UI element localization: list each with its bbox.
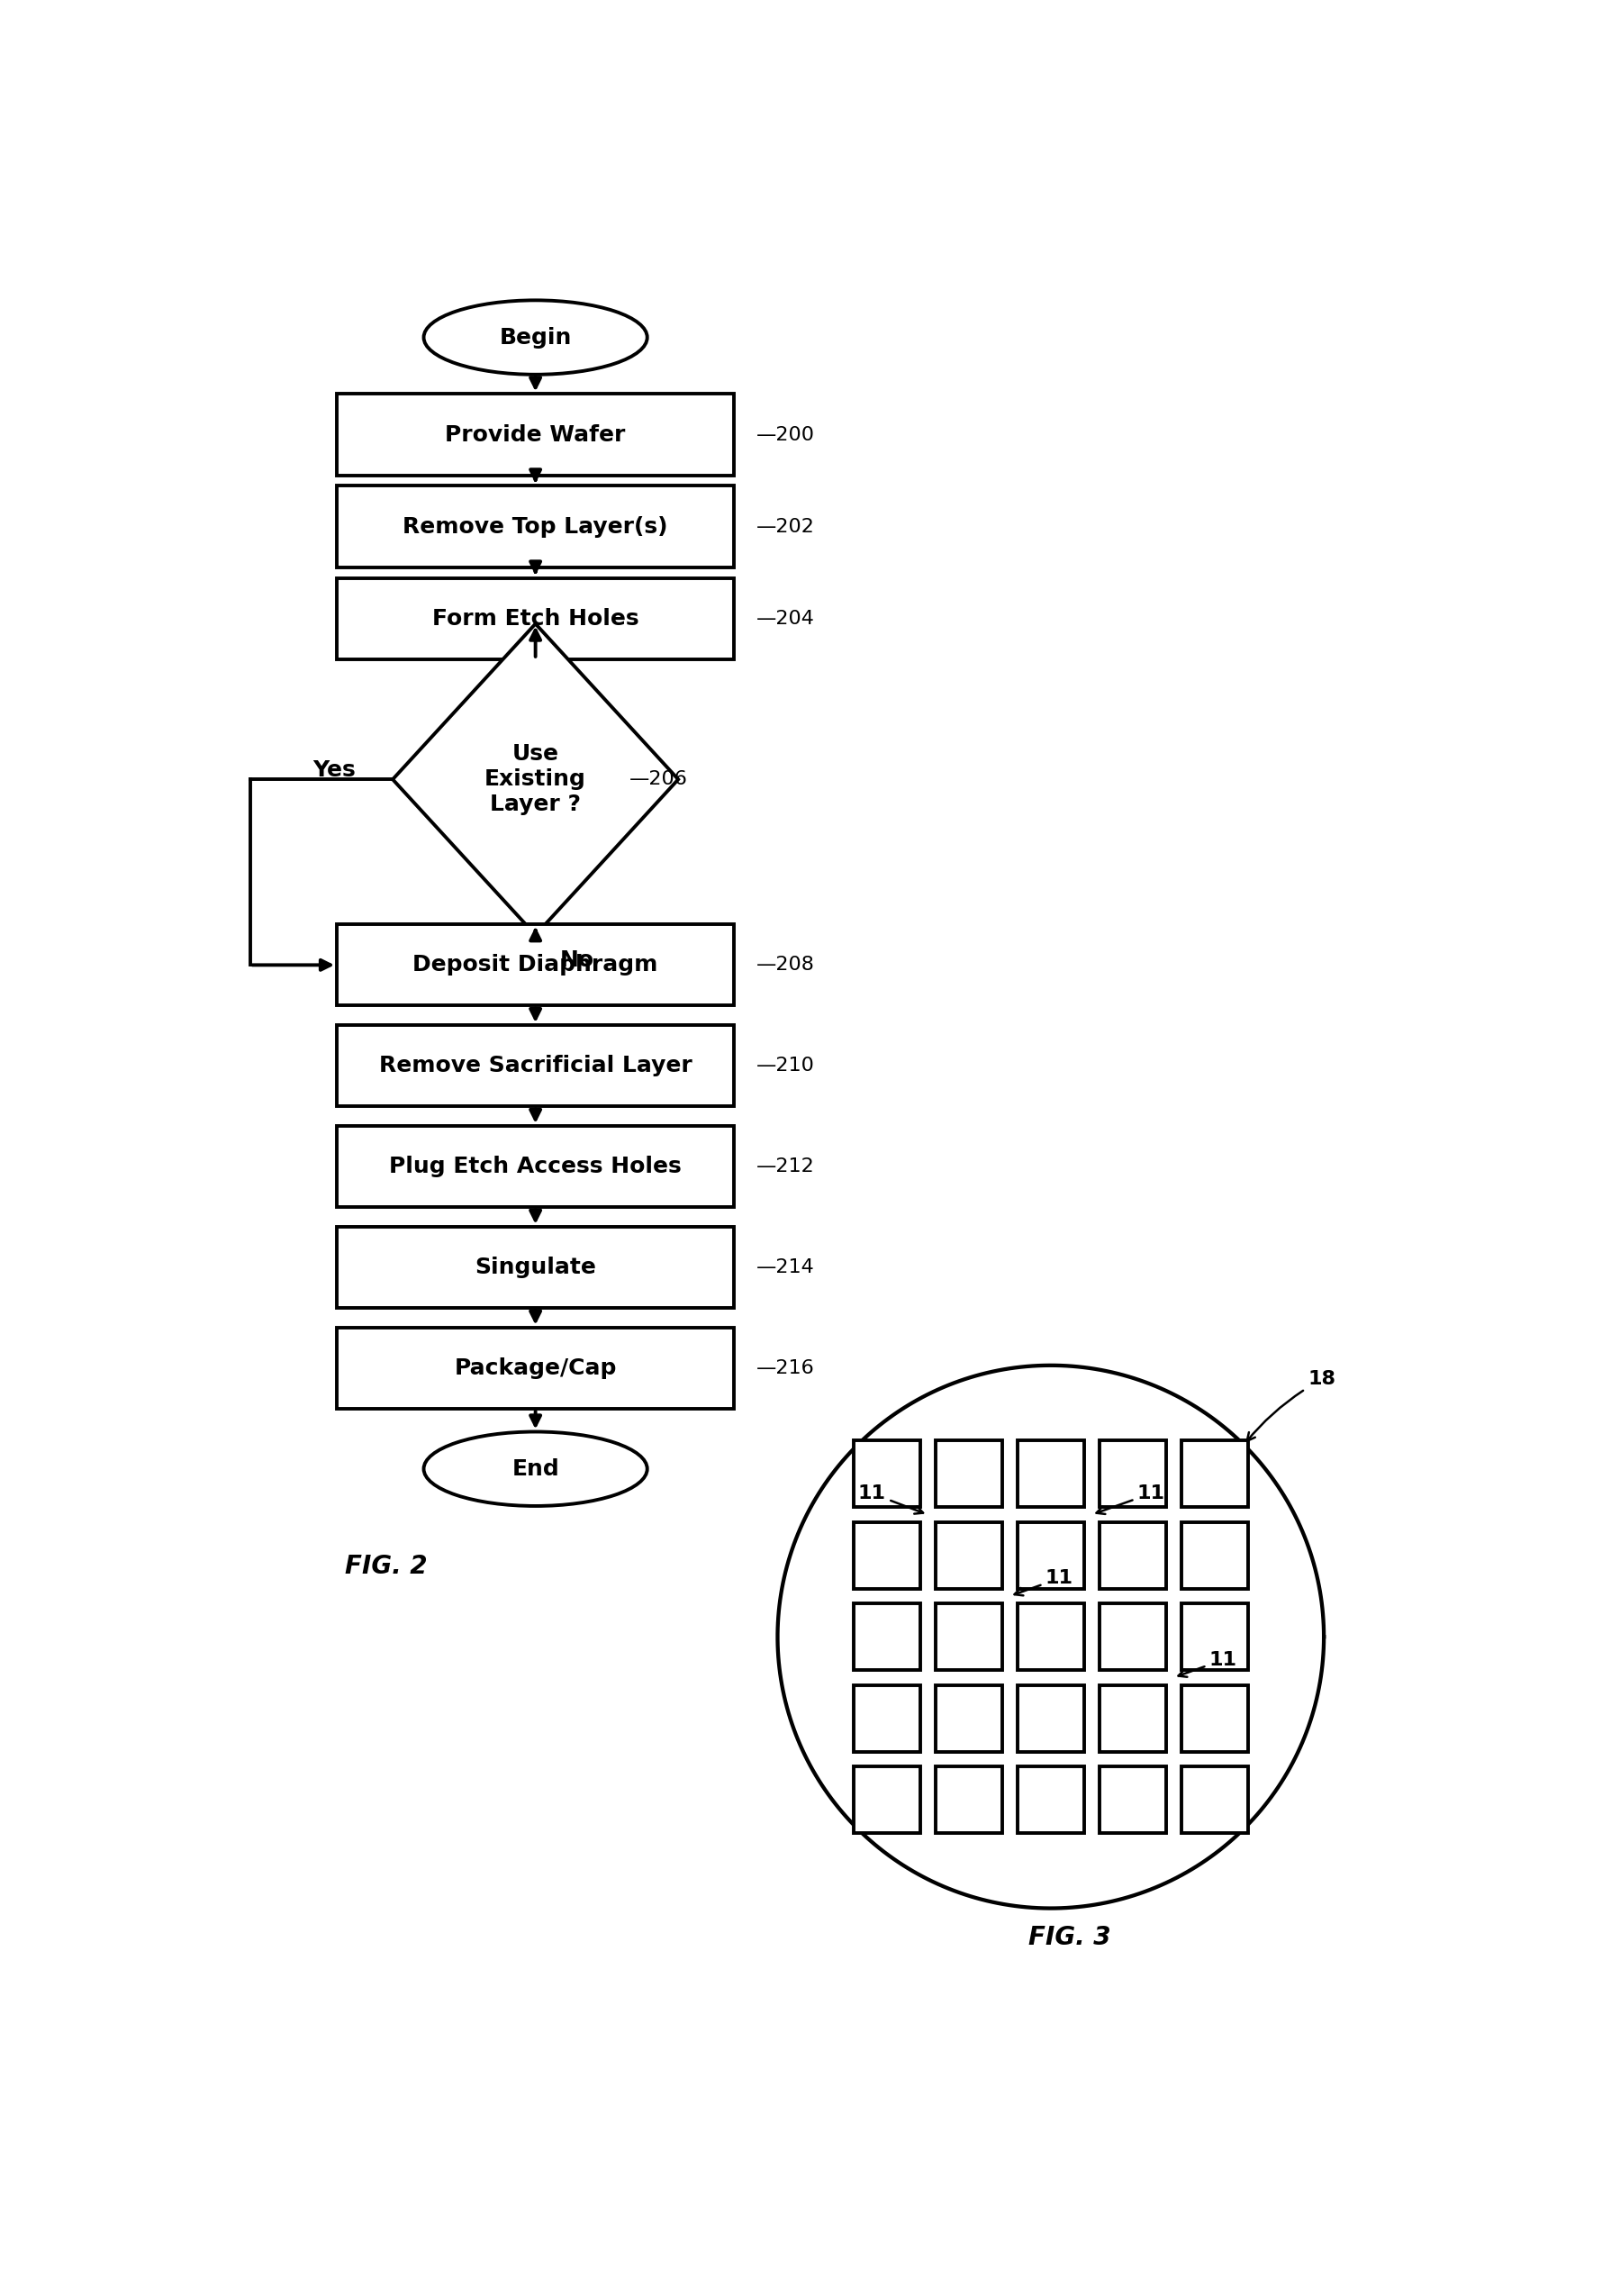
FancyBboxPatch shape [1181,1603,1248,1669]
FancyBboxPatch shape [1099,1685,1166,1752]
FancyBboxPatch shape [854,1685,921,1752]
FancyBboxPatch shape [336,487,734,567]
FancyBboxPatch shape [1017,1766,1085,1832]
Text: —204: —204 [756,608,815,627]
Text: Plug Etch Access Holes: Plug Etch Access Holes [389,1155,682,1178]
Text: Begin: Begin [500,326,572,349]
Ellipse shape [423,301,647,374]
Text: Package/Cap: Package/Cap [455,1357,617,1380]
FancyBboxPatch shape [1099,1766,1166,1832]
Text: —206: —206 [630,771,687,788]
Text: —208: —208 [756,955,815,974]
FancyBboxPatch shape [336,579,734,659]
Text: —202: —202 [756,517,815,535]
Text: 11: 11 [1014,1570,1073,1596]
FancyBboxPatch shape [936,1440,1003,1506]
FancyBboxPatch shape [854,1522,921,1589]
Text: Form Etch Holes: Form Etch Holes [433,608,639,629]
FancyBboxPatch shape [936,1685,1003,1752]
Text: Yes: Yes [312,760,356,781]
FancyBboxPatch shape [854,1440,921,1506]
Text: Remove Top Layer(s): Remove Top Layer(s) [402,517,668,537]
Text: Deposit Diaphragm: Deposit Diaphragm [413,955,658,976]
FancyBboxPatch shape [1181,1522,1248,1589]
Text: FIG. 3: FIG. 3 [1028,1924,1110,1949]
FancyBboxPatch shape [1099,1603,1166,1669]
FancyBboxPatch shape [1017,1603,1085,1669]
Ellipse shape [423,1433,647,1506]
Text: Use
Existing
Layer ?: Use Existing Layer ? [485,744,586,815]
FancyBboxPatch shape [1181,1766,1248,1832]
Text: —200: —200 [756,425,815,443]
Text: 18: 18 [1246,1371,1336,1442]
Text: Singulate: Singulate [474,1256,596,1279]
FancyBboxPatch shape [1099,1440,1166,1506]
Text: 11: 11 [1096,1486,1165,1513]
FancyBboxPatch shape [1017,1522,1085,1589]
FancyBboxPatch shape [854,1603,921,1669]
Text: Provide Wafer: Provide Wafer [445,425,626,445]
Text: —212: —212 [756,1157,815,1176]
FancyBboxPatch shape [854,1766,921,1832]
FancyBboxPatch shape [1181,1685,1248,1752]
FancyBboxPatch shape [336,1024,734,1107]
Text: FIG. 2: FIG. 2 [346,1554,428,1580]
Text: —210: —210 [756,1056,815,1075]
FancyBboxPatch shape [336,1327,734,1410]
FancyBboxPatch shape [1017,1685,1085,1752]
Text: 11: 11 [859,1486,923,1513]
Text: Remove Sacrificial Layer: Remove Sacrificial Layer [380,1054,692,1077]
Polygon shape [392,625,678,934]
FancyBboxPatch shape [336,1125,734,1208]
FancyBboxPatch shape [336,1226,734,1309]
FancyBboxPatch shape [336,395,734,475]
Text: —216: —216 [756,1359,815,1378]
Text: No: No [561,948,594,971]
FancyBboxPatch shape [936,1766,1003,1832]
Text: End: End [511,1458,559,1479]
FancyBboxPatch shape [1099,1522,1166,1589]
FancyBboxPatch shape [936,1603,1003,1669]
FancyBboxPatch shape [1181,1440,1248,1506]
FancyBboxPatch shape [936,1522,1003,1589]
Text: 11: 11 [1179,1651,1237,1676]
Text: —214: —214 [756,1258,815,1277]
FancyBboxPatch shape [1017,1440,1085,1506]
FancyBboxPatch shape [336,925,734,1006]
